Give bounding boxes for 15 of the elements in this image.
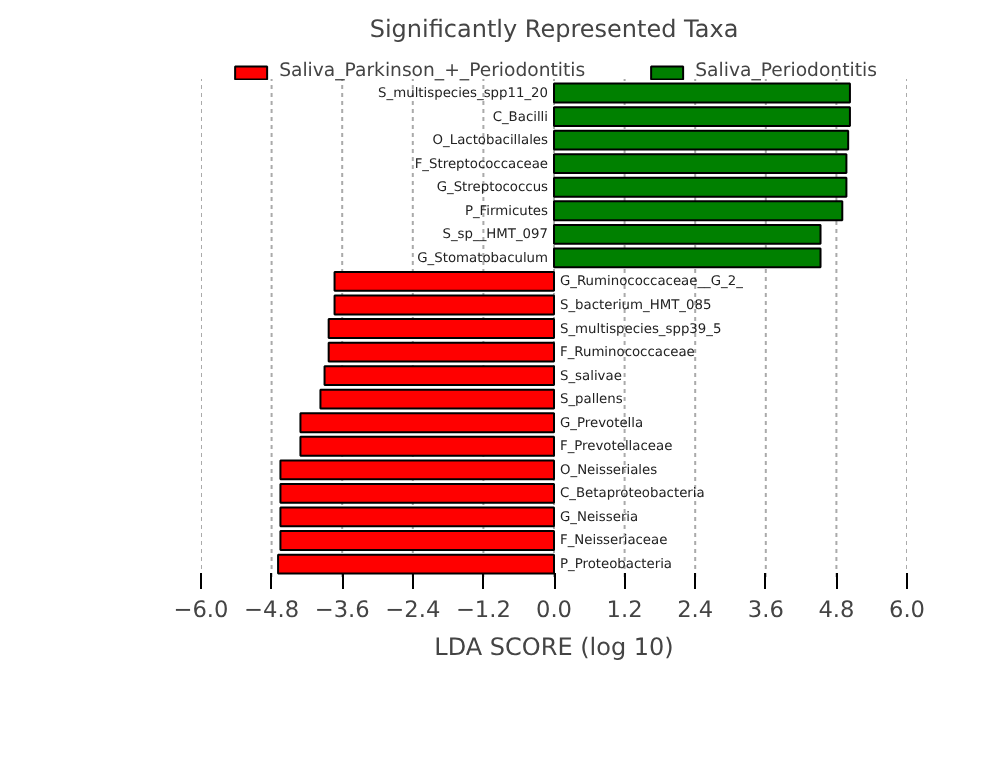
x-tick-label: 4.8: [818, 595, 855, 623]
x-tick-label: −1.2: [455, 595, 511, 623]
x-tick-label: 2.4: [677, 595, 714, 623]
x-tick-label: 1.2: [606, 595, 643, 623]
x-tick-label: −2.4: [385, 595, 441, 623]
legend-label: Saliva_Periodontitis: [695, 60, 877, 82]
x-tick-label: 6.0: [888, 595, 926, 623]
x-tick-label: 0.0: [535, 595, 573, 623]
x-tick-label: −6.0: [173, 595, 229, 623]
legend-label: Saliva_Parkinson_+_Periodontitis: [279, 60, 586, 82]
x-axis-title: LDA SCORE (log 10): [434, 633, 674, 661]
x-tick-label: −4.8: [244, 595, 300, 623]
x-tick-label: −3.6: [314, 595, 370, 623]
chart-title: Significantly Represented Taxa: [369, 15, 739, 43]
x-tick-label: 3.6: [747, 595, 784, 623]
